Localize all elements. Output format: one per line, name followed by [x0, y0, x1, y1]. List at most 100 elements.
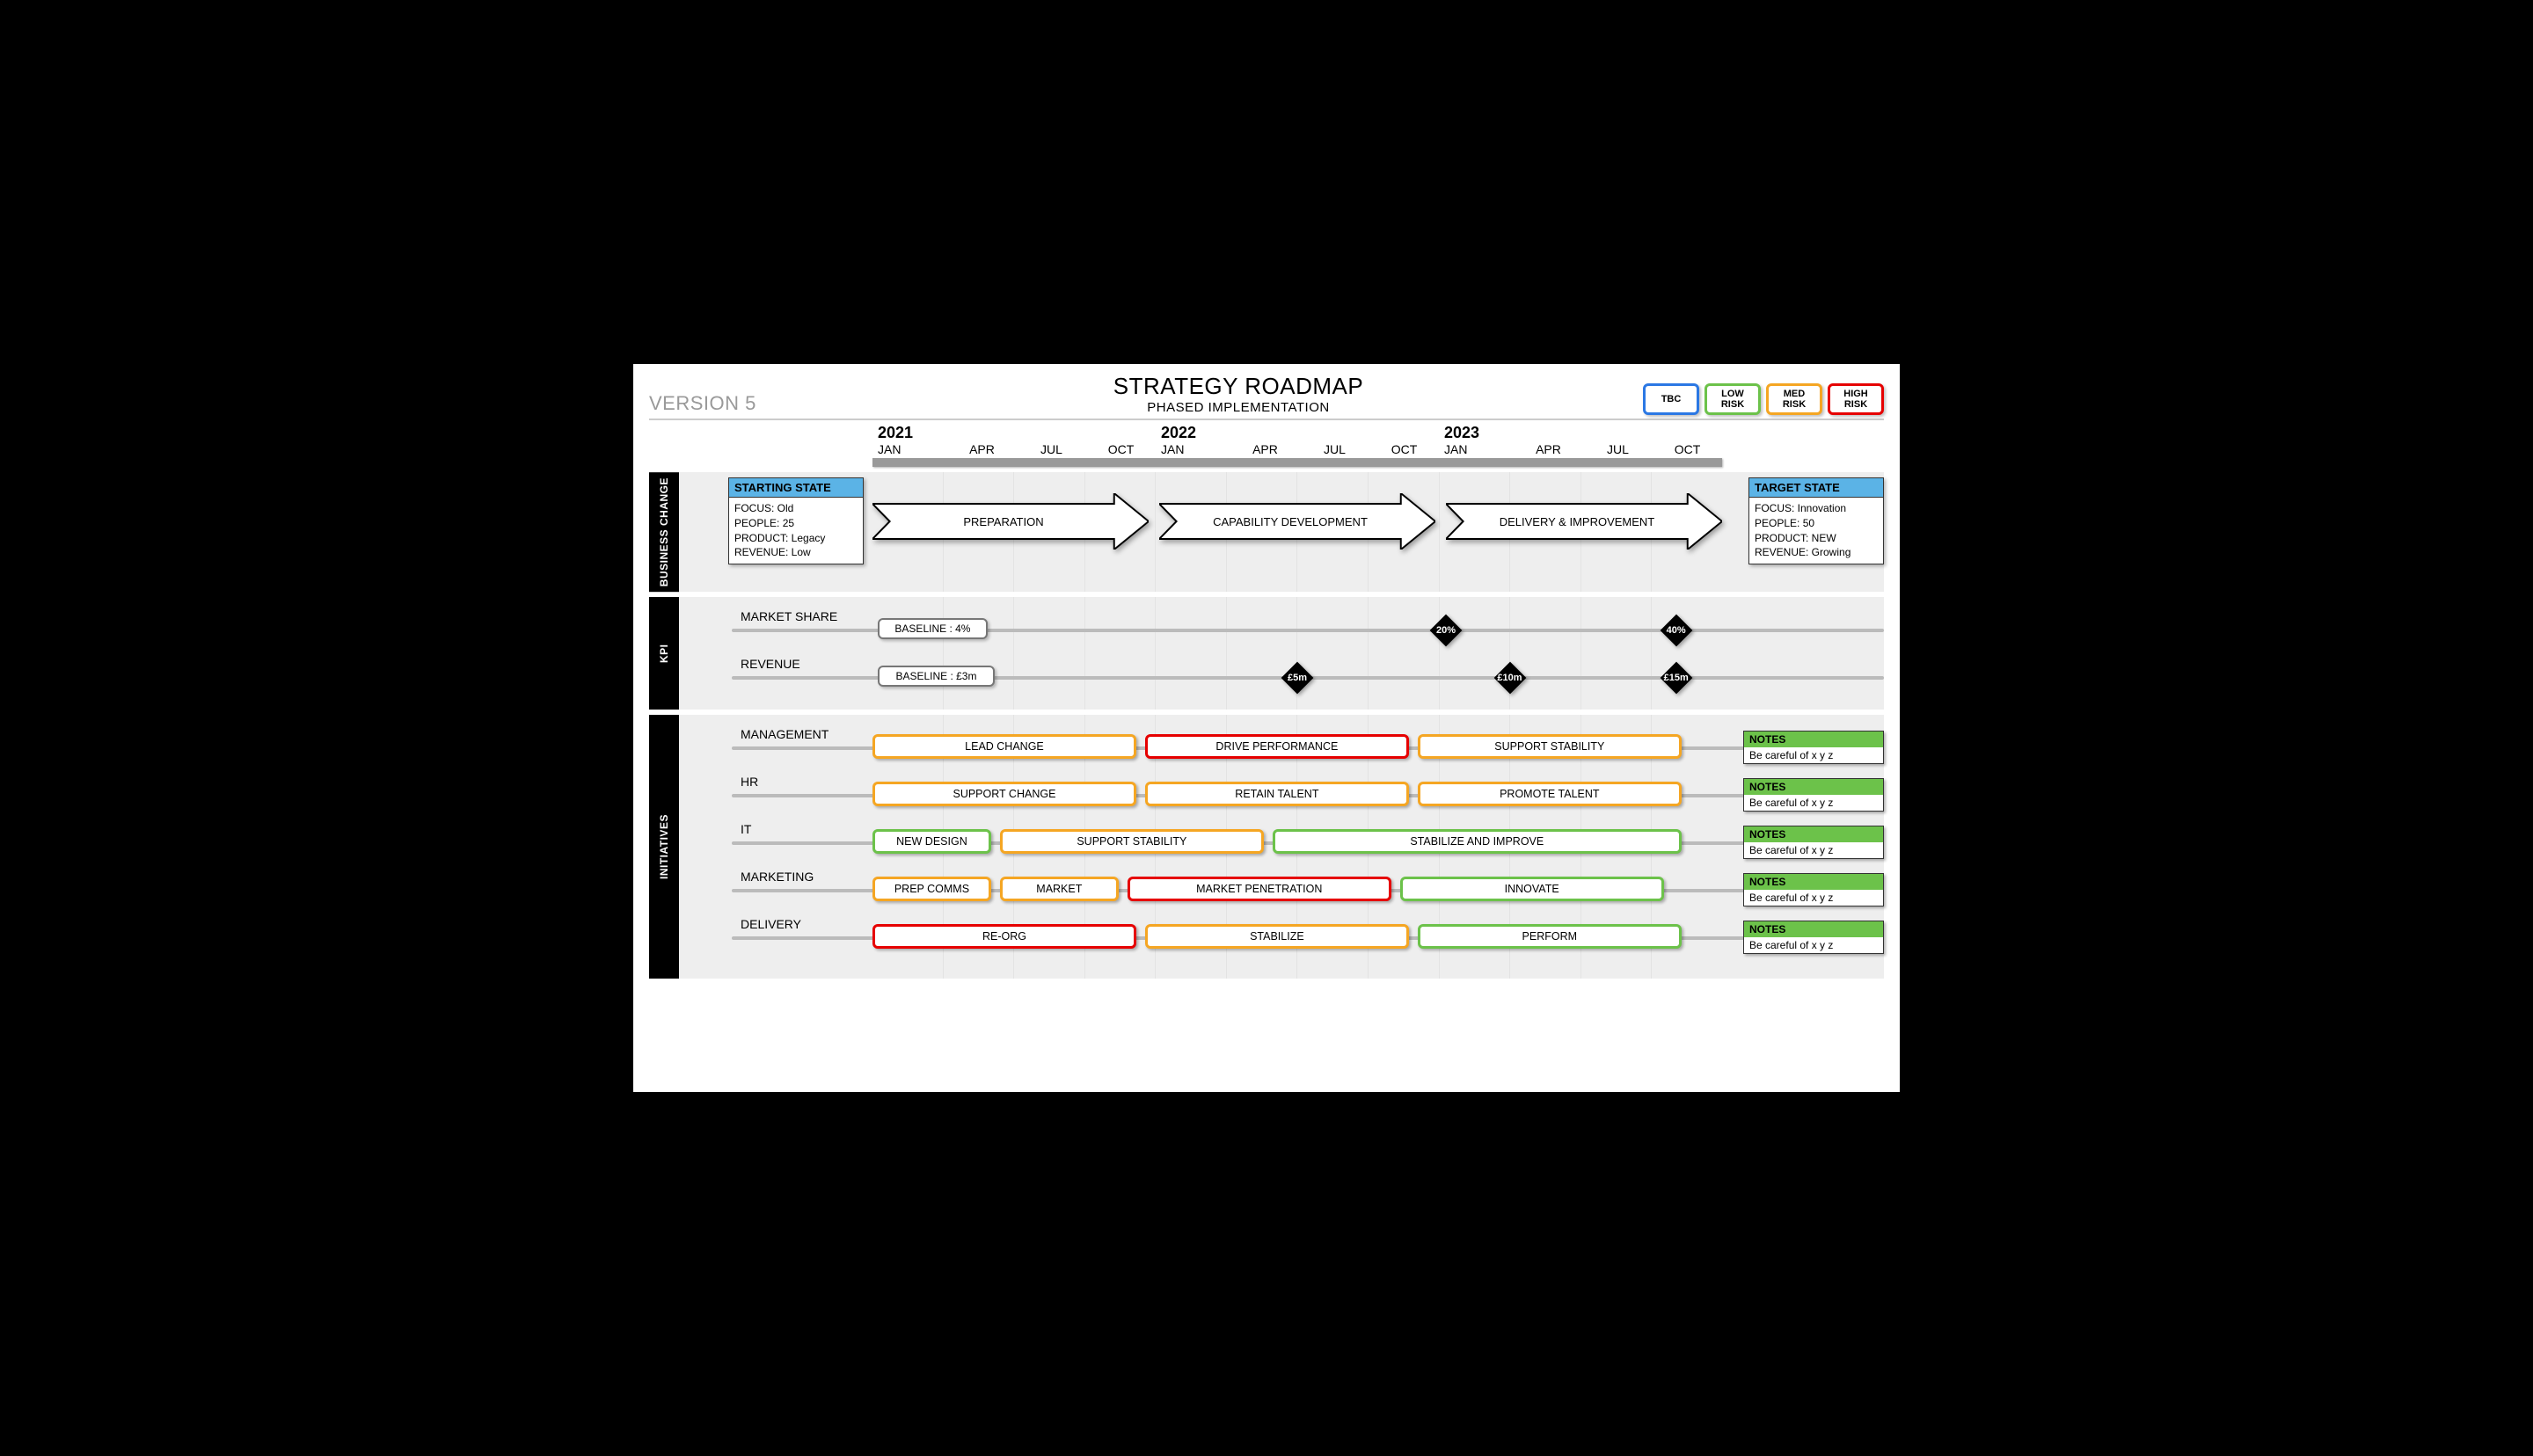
- notes-box: NOTES Be careful of x y z: [1743, 826, 1884, 859]
- notes-title: NOTES: [1744, 874, 1883, 890]
- notes-title: NOTES: [1744, 779, 1883, 795]
- starting-state-box: STARTING STATE FOCUS: OldPEOPLE: 25PRODU…: [728, 477, 864, 564]
- month-label: JUL: [1017, 442, 1086, 456]
- month-label: APR: [1514, 442, 1583, 456]
- kpi-label: MARKET SHARE: [741, 609, 837, 623]
- initiative-bar: SUPPORT CHANGE: [872, 782, 1136, 806]
- month-label: APR: [1230, 442, 1300, 456]
- notes-title: NOTES: [1744, 732, 1883, 747]
- target-state-title: TARGET STATE: [1749, 478, 1883, 498]
- notes-title: NOTES: [1744, 826, 1883, 842]
- initiative-label: HR: [741, 775, 758, 789]
- month-label: JAN: [872, 442, 947, 456]
- initiative-bar: PROMOTE TALENT: [1418, 782, 1682, 806]
- notes-box: NOTES Be careful of x y z: [1743, 921, 1884, 954]
- notes-body: Be careful of x y z: [1744, 937, 1883, 953]
- initiative-bar: RE-ORG: [872, 924, 1136, 949]
- month-label: JAN: [1156, 442, 1230, 456]
- initiative-bar: INNOVATE: [1400, 877, 1664, 901]
- initiative-label: DELIVERY: [741, 917, 801, 931]
- initiative-row: IT NEW DESIGN SUPPORT STABILITY STABILIZE …: [679, 817, 1884, 864]
- notes-box: NOTES Be careful of x y z: [1743, 731, 1884, 764]
- notes-body: Be careful of x y z: [1744, 842, 1883, 858]
- notes-box: NOTES Be careful of x y z: [1743, 873, 1884, 906]
- initiative-bar: MARKET PENETRATION: [1128, 877, 1391, 901]
- initiative-bar: LEAD CHANGE: [872, 734, 1136, 759]
- month-label: APR: [947, 442, 1017, 456]
- title-block: STRATEGY ROADMAP PHASED IMPLEMENTATION: [834, 373, 1643, 415]
- initiative-bar: SUPPORT STABILITY: [1000, 829, 1264, 854]
- year-label: 2021: [872, 424, 1156, 442]
- section-kpi: KPI MARKET SHARE BASELINE : 4%20%40%REVE…: [649, 597, 1884, 710]
- legend-low: LOW RISK: [1704, 383, 1761, 415]
- initiative-bar: RETAIN TALENT: [1145, 782, 1409, 806]
- section-business-change: BUSINESS CHANGE STARTING STATE FOCUS: Ol…: [649, 472, 1884, 592]
- phase-arrows: PREPARATION CAPABILITY DEVELOPMENT DELIV…: [872, 493, 1722, 551]
- year-label: 2023: [1439, 424, 1722, 442]
- kpi-milestone-diamond: £5m: [1278, 659, 1317, 697]
- initiative-bar: PERFORM: [1418, 924, 1682, 949]
- kpi-row: REVENUE BASELINE : £3m£5m£10m£15m: [679, 655, 1884, 699]
- notes-title: NOTES: [1744, 921, 1883, 937]
- initiative-bar: MARKET: [1000, 877, 1119, 901]
- phase-arrow: PREPARATION: [872, 493, 1149, 550]
- month-label: OCT: [1086, 442, 1156, 456]
- initiative-label: MANAGEMENT: [741, 727, 829, 741]
- kpi-milestone-diamond: £10m: [1491, 659, 1529, 697]
- legend-med: MED RISK: [1766, 383, 1822, 415]
- kpi-milestone-label: 20%: [1427, 611, 1465, 650]
- risk-legend: TBCLOW RISKMED RISKHIGH RISK: [1643, 383, 1884, 415]
- phase-arrow: CAPABILITY DEVELOPMENT: [1159, 493, 1435, 550]
- notes-body: Be careful of x y z: [1744, 795, 1883, 811]
- tab-business-change: BUSINESS CHANGE: [649, 472, 679, 592]
- notes-body: Be careful of x y z: [1744, 747, 1883, 763]
- version-label: VERSION 5: [649, 392, 834, 415]
- initiative-row: MARKETING PREP COMMS MARKET MARKET PENETRA…: [679, 864, 1884, 912]
- initiative-bar: STABILIZE: [1145, 924, 1409, 949]
- page-title: STRATEGY ROADMAP: [834, 373, 1643, 400]
- state-line: PEOPLE: 25: [734, 516, 858, 531]
- state-line: PRODUCT: Legacy: [734, 531, 858, 546]
- state-line: PRODUCT: NEW: [1755, 531, 1878, 546]
- year-label: 2022: [1156, 424, 1439, 442]
- month-label: JAN: [1439, 442, 1514, 456]
- phase-label: CAPABILITY DEVELOPMENT: [1159, 493, 1435, 550]
- kpi-baseline: BASELINE : 4%: [878, 618, 988, 639]
- kpi-milestone-label: £15m: [1657, 659, 1696, 697]
- month-label: OCT: [1369, 442, 1439, 456]
- initiative-label: MARKETING: [741, 870, 814, 884]
- target-state-body: FOCUS: InnovationPEOPLE: 50PRODUCT: NEWR…: [1749, 498, 1883, 564]
- state-line: REVENUE: Low: [734, 545, 858, 560]
- roadmap-page: VERSION 5 STRATEGY ROADMAP PHASED IMPLEM…: [633, 364, 1900, 1092]
- initiative-bar: PREP COMMS: [872, 877, 991, 901]
- phase-label: DELIVERY & IMPROVEMENT: [1446, 493, 1722, 550]
- notes-box: NOTES Be careful of x y z: [1743, 778, 1884, 812]
- kpi-milestone-label: £10m: [1491, 659, 1529, 697]
- timeline-tick-strip: [872, 458, 1722, 467]
- tab-kpi: KPI: [649, 597, 679, 710]
- month-label: OCT: [1653, 442, 1722, 456]
- state-line: FOCUS: Old: [734, 501, 858, 516]
- month-label: JUL: [1300, 442, 1369, 456]
- target-state-box: TARGET STATE FOCUS: InnovationPEOPLE: 50…: [1748, 477, 1884, 564]
- initiative-row: MANAGEMENT LEAD CHANGEDRIVE PERFORMANCES…: [679, 722, 1884, 769]
- phase-label: PREPARATION: [872, 493, 1149, 550]
- legend-tbc: TBC: [1643, 383, 1699, 415]
- section-initiatives: INITIATIVES MANAGEMENT LEAD CHANGEDRIVE …: [649, 715, 1884, 979]
- initiative-bar: STABILIZE AND IMPROVE: [1273, 829, 1682, 854]
- header: VERSION 5 STRATEGY ROADMAP PHASED IMPLEM…: [649, 373, 1884, 420]
- timeline-header: 202120222023 JANAPRJULOCTJANAPRJULOCTJAN…: [872, 424, 1722, 467]
- state-line: FOCUS: Innovation: [1755, 501, 1878, 516]
- kpi-milestone-diamond: 40%: [1657, 611, 1696, 650]
- initiative-label: IT: [741, 822, 751, 836]
- state-line: REVENUE: Growing: [1755, 545, 1878, 560]
- kpi-milestone-diamond: £15m: [1657, 659, 1696, 697]
- kpi-row: MARKET SHARE BASELINE : 4% 20% 40%: [679, 608, 1884, 652]
- initiative-bar: DRIVE PERFORMANCE: [1145, 734, 1409, 759]
- starting-state-body: FOCUS: OldPEOPLE: 25PRODUCT: LegacyREVEN…: [729, 498, 863, 564]
- kpi-milestone-label: £5m: [1278, 659, 1317, 697]
- kpi-baseline: BASELINE : £3m: [878, 666, 995, 687]
- notes-body: Be careful of x y z: [1744, 890, 1883, 906]
- initiative-row: DELIVERY RE-ORG STABILIZE PERFORM NOTES Be…: [679, 912, 1884, 963]
- initiative-bar: NEW DESIGN: [872, 829, 991, 854]
